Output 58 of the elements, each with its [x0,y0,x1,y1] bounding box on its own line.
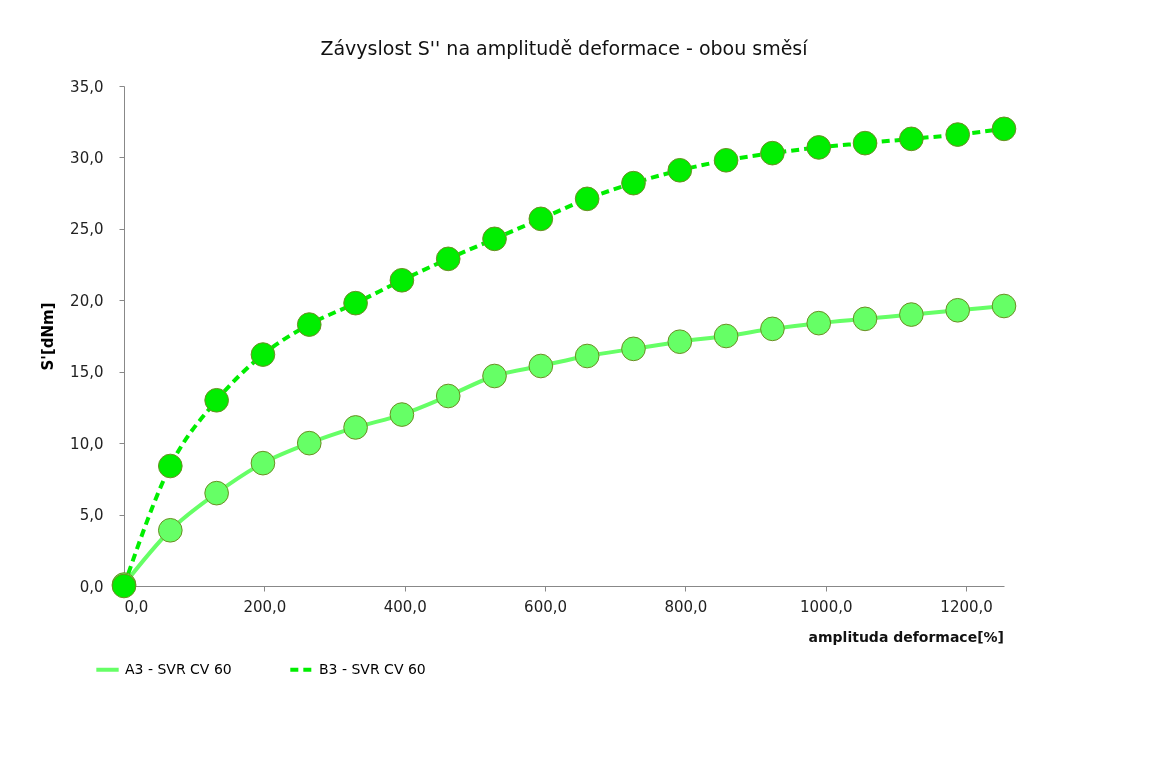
point [435,246,461,272]
chart-title: Závyslost S'' na amplitudě deformace - obou směsí [320,37,809,59]
point [204,480,229,506]
y-tick-label: 0,0 [79,577,104,596]
point [621,170,646,196]
point [250,342,276,367]
point [574,186,600,212]
point [713,323,739,349]
y-tick-label: 10,0 [70,434,104,453]
point [157,517,183,543]
y-tick-label: 25,0 [70,220,104,239]
point [482,363,507,389]
point [991,116,1017,142]
x-tick-label: 400,0 [383,597,427,616]
point [435,383,461,409]
x-tick-label: 0,0 [124,597,149,616]
x-tick-label: 1000,0 [800,597,853,616]
y-axis-title: S'[dNm] [39,302,58,371]
point [760,316,785,342]
y-tick-label: 30,0 [70,148,104,167]
x-tick-label: 200,0 [243,597,287,616]
point [852,130,878,156]
point [528,206,554,232]
point [760,140,785,166]
point [389,267,415,293]
point [343,415,368,440]
point [157,453,183,479]
point [945,122,971,147]
point [528,353,554,379]
y-tick-label: 35,0 [70,77,104,96]
point [852,306,878,332]
point [667,157,693,183]
point [296,430,322,456]
point [806,310,832,336]
x-tick-label: 600,0 [524,597,568,616]
point [343,290,368,316]
y-tick-label: 20,0 [70,291,104,310]
point [945,297,971,323]
legend-label: B3 - SVR CV 60 [319,660,426,677]
point [389,402,415,427]
x-tick-label: 1200,0 [940,597,993,616]
y-tick-label: 15,0 [70,363,104,382]
legend-label: A3 - SVR CV 60 [125,660,232,677]
point [899,302,924,327]
point [482,226,507,252]
point [296,312,322,337]
y-tick-label: 5,0 [79,506,104,525]
x-tick-label: 800,0 [664,597,708,616]
point [713,147,739,173]
point [621,336,646,362]
point [806,135,832,160]
point [574,343,600,369]
point [667,329,693,355]
point [991,293,1017,319]
point [899,126,924,152]
point [204,387,229,413]
x-axis-title: amplituda deformace[%] [808,629,1004,645]
point [250,450,276,476]
